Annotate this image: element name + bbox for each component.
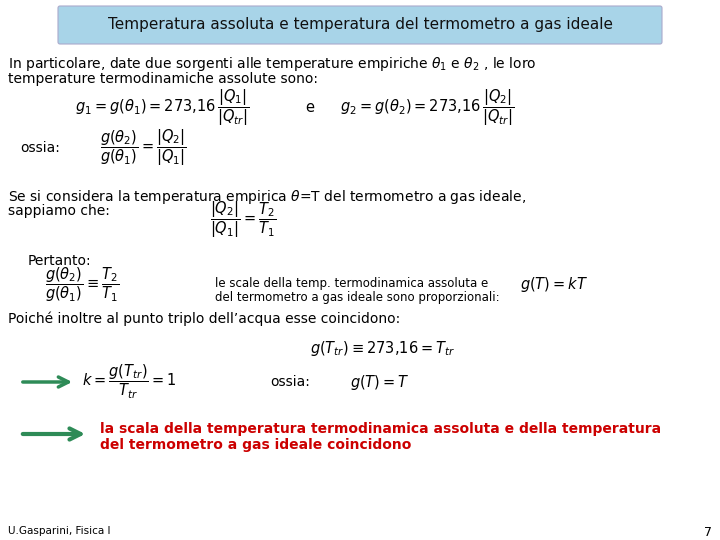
Text: $\dfrac{g(\theta_2)}{g(\theta_1)} \equiv \dfrac{T_2}{T_1}$: $\dfrac{g(\theta_2)}{g(\theta_1)} \equiv… — [45, 266, 120, 304]
Text: Temperatura assoluta e temperatura del termometro a gas ideale: Temperatura assoluta e temperatura del t… — [107, 17, 613, 32]
Text: Pertanto:: Pertanto: — [28, 254, 91, 268]
Text: del termometro a gas ideale coincidono: del termometro a gas ideale coincidono — [100, 438, 411, 452]
Text: del termometro a gas ideale sono proporzionali:: del termometro a gas ideale sono proporz… — [215, 291, 500, 304]
Text: la scala della temperatura termodinamica assoluta e della temperatura: la scala della temperatura termodinamica… — [100, 422, 661, 436]
Text: $g(T) = T$: $g(T) = T$ — [350, 373, 410, 392]
Text: In particolare, date due sorgenti alle temperature empiriche $\theta_1$ e $\thet: In particolare, date due sorgenti alle t… — [8, 55, 536, 73]
Text: $g_1 = g(\theta_1) = 273{,}16\,\dfrac{|Q_1|}{|Q_{tr}|}$: $g_1 = g(\theta_1) = 273{,}16\,\dfrac{|Q… — [75, 87, 249, 129]
Text: e: e — [305, 100, 314, 116]
Text: temperature termodinamiche assolute sono:: temperature termodinamiche assolute sono… — [8, 72, 318, 86]
Text: U.Gasparini, Fisica I: U.Gasparini, Fisica I — [8, 526, 110, 536]
Text: sappiamo che:: sappiamo che: — [8, 204, 110, 218]
Text: $\dfrac{|Q_2|}{|Q_1|} = \dfrac{T_2}{T_1}$: $\dfrac{|Q_2|}{|Q_1|} = \dfrac{T_2}{T_1}… — [210, 200, 276, 240]
Text: $\dfrac{g(\theta_2)}{g(\theta_1)} = \dfrac{|Q_2|}{|Q_1|}$: $\dfrac{g(\theta_2)}{g(\theta_1)} = \dfr… — [100, 128, 186, 168]
Text: 7: 7 — [704, 526, 712, 539]
Text: $g_2 = g(\theta_2) = 273{,}16\,\dfrac{|Q_2|}{|Q_{tr}|}$: $g_2 = g(\theta_2) = 273{,}16\,\dfrac{|Q… — [340, 87, 514, 129]
Text: $g(T_{tr}) \equiv 273{,}16 = T_{tr}$: $g(T_{tr}) \equiv 273{,}16 = T_{tr}$ — [310, 339, 455, 357]
Text: Se si considera la temperatura empirica $\theta$=T del termometro a gas ideale,: Se si considera la temperatura empirica … — [8, 188, 526, 206]
Text: ossia:: ossia: — [20, 141, 60, 155]
Text: $g(T) = kT$: $g(T) = kT$ — [520, 275, 588, 294]
Text: le scale della temp. termodinamica assoluta e: le scale della temp. termodinamica assol… — [215, 277, 488, 290]
FancyBboxPatch shape — [58, 6, 662, 44]
Text: ossia:: ossia: — [270, 375, 310, 389]
Text: Poiché inoltre al punto triplo dell’acqua esse coincidono:: Poiché inoltre al punto triplo dell’acqu… — [8, 312, 400, 327]
Text: $k = \dfrac{g(T_{tr})}{T_{tr}} = 1$: $k = \dfrac{g(T_{tr})}{T_{tr}} = 1$ — [82, 363, 176, 401]
